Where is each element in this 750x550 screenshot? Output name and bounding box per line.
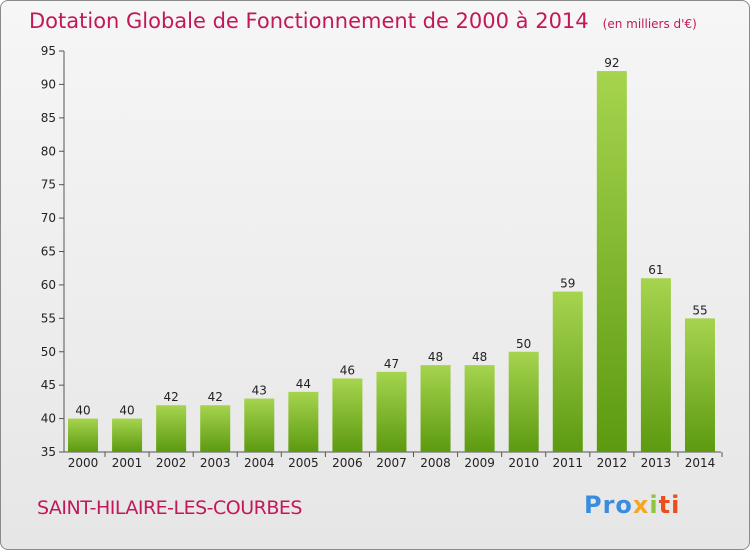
y-tick-label: 95 [41, 44, 56, 58]
bar-value-label: 50 [516, 337, 531, 351]
logo-part-2: x [632, 491, 650, 519]
x-tick-label: 2011 [552, 456, 583, 470]
bar [376, 371, 407, 452]
bar [420, 365, 451, 452]
bar [112, 418, 143, 452]
bar-value-label: 43 [252, 384, 267, 398]
x-tick-label: 2014 [685, 456, 716, 470]
bar-value-label: 42 [163, 390, 178, 404]
bar-value-label: 46 [340, 363, 355, 377]
chart-title: Dotation Globale de Fonctionnement de 20… [29, 9, 697, 33]
bar [200, 405, 231, 452]
bar [508, 351, 539, 452]
bar [684, 318, 715, 452]
logo-part-3: i [649, 491, 659, 519]
x-tick-label: 2003 [200, 456, 231, 470]
bar-value-label: 47 [384, 357, 399, 371]
bar [288, 391, 319, 452]
bar-value-label: 42 [208, 390, 223, 404]
logo-part-1: Pro [584, 491, 633, 519]
x-tick-label: 2000 [68, 456, 99, 470]
bar [332, 378, 363, 452]
x-tick-label: 2005 [288, 456, 319, 470]
bar [68, 418, 98, 452]
bar [464, 365, 495, 452]
y-tick-label: 80 [41, 144, 56, 158]
x-tick-label: 2001 [112, 456, 143, 470]
logo-part-4: ti [658, 491, 681, 519]
y-tick-label: 40 [41, 412, 56, 426]
y-tick-label: 45 [41, 378, 56, 392]
x-tick-label: 2008 [420, 456, 451, 470]
x-tick-label: 2007 [376, 456, 407, 470]
y-tick-label: 35 [41, 445, 56, 459]
bar-value-label: 59 [560, 277, 575, 291]
proxiti-logo[interactable]: Proxiti [584, 491, 680, 519]
y-tick-label: 85 [41, 111, 56, 125]
chart-title-text: Dotation Globale de Fonctionnement de 20… [29, 9, 589, 33]
y-tick-label: 60 [41, 278, 56, 292]
y-tick-label: 90 [41, 77, 56, 91]
commune-name: SAINT-HILAIRE-LES-COURBES [37, 497, 302, 519]
y-tick-label: 75 [41, 178, 56, 192]
bar-value-label: 48 [428, 350, 443, 364]
chart-bars [68, 71, 715, 453]
bar-value-label: 40 [119, 404, 134, 418]
x-tick-label: 2010 [508, 456, 539, 470]
bar-value-label: 92 [604, 56, 619, 70]
bar-value-label: 61 [648, 263, 663, 277]
bar-value-label: 55 [692, 303, 707, 317]
chart-labels: 2000 40 2001 40 2002 42 2003 42 2004 43 2005 44 2006… [68, 56, 716, 470]
y-tick-label: 50 [41, 345, 56, 359]
x-tick-label: 2009 [464, 456, 495, 470]
y-tick-label: 70 [41, 211, 56, 225]
x-tick-label: 2004 [244, 456, 275, 470]
x-tick-label: 2006 [332, 456, 363, 470]
chart-subtitle: (en milliers d'€) [602, 17, 697, 31]
bar-value-label: 48 [472, 350, 487, 364]
bar-value-label: 44 [296, 377, 311, 391]
bar [596, 71, 627, 453]
y-tick-label: 55 [41, 311, 56, 325]
x-tick-label: 2013 [641, 456, 672, 470]
y-tick-label: 65 [41, 245, 56, 259]
bar-value-label: 40 [75, 404, 90, 418]
bar [640, 278, 671, 452]
chart-axes: 35 40 45 50 55 60 65 70 75 80 85 90 95 [41, 44, 723, 459]
x-tick-label: 2002 [156, 456, 187, 470]
bar [552, 291, 583, 452]
x-tick-label: 2012 [597, 456, 628, 470]
bar [156, 405, 187, 452]
bar [244, 398, 275, 452]
